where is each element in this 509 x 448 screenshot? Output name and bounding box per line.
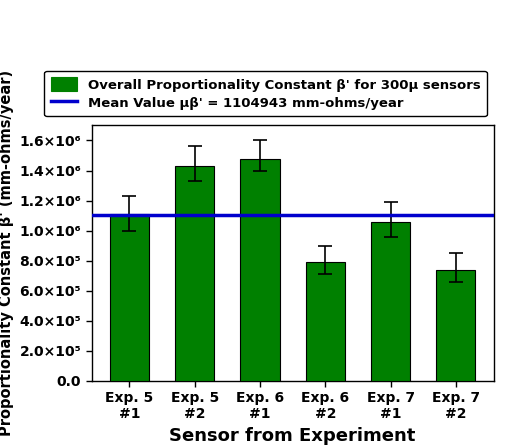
- Bar: [240, 159, 279, 381]
- Y-axis label: Proportionality Constant β' (mm-ohms/year): Proportionality Constant β' (mm-ohms/yea…: [0, 70, 14, 436]
- Bar: [436, 270, 475, 381]
- Bar: [371, 222, 410, 381]
- Bar: [175, 166, 214, 381]
- Bar: [306, 262, 345, 381]
- Legend: Overall Proportionality Constant β' for 300μ sensors, Mean Value μβ' = 1104943 m: Overall Proportionality Constant β' for …: [44, 71, 487, 116]
- X-axis label: Sensor from Experiment: Sensor from Experiment: [169, 427, 416, 445]
- Bar: [110, 214, 149, 381]
